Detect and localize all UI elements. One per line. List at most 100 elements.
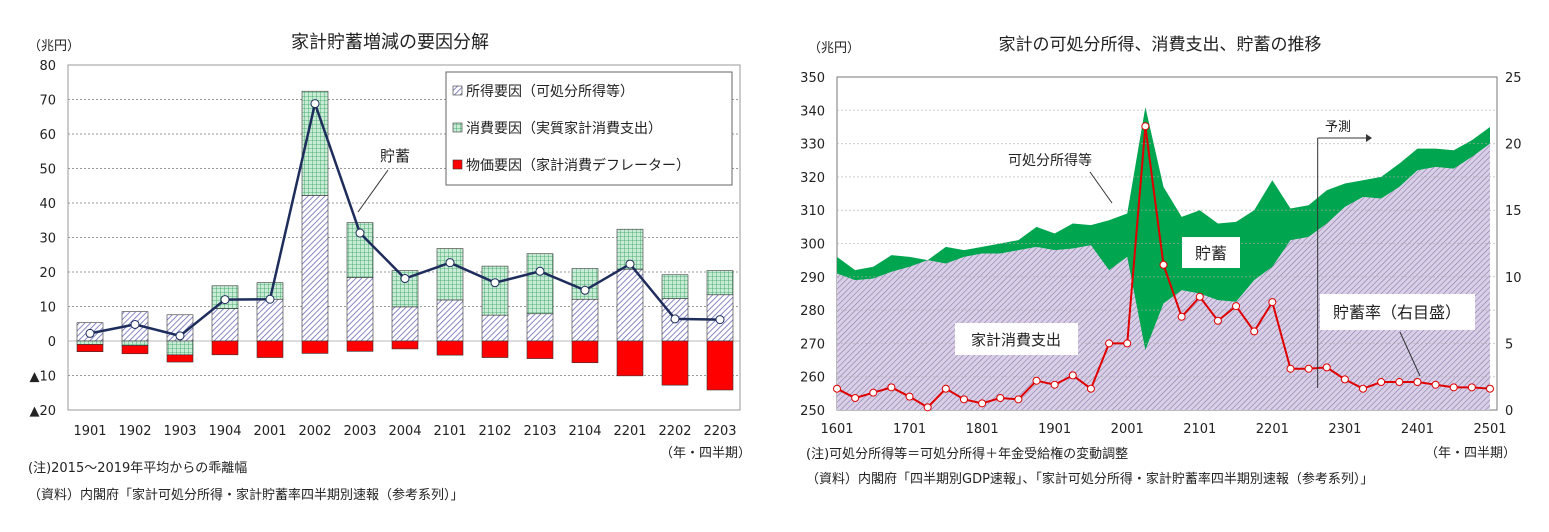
consumption-label-box: [955, 323, 1078, 355]
saving-rate-point: [1068, 371, 1077, 380]
saving-rate-point: [1449, 383, 1458, 392]
left-source: （資料）内閣府「家計可処分所得・家計貯蓄率四半期別速報（参考系列）」: [28, 488, 464, 503]
x-tick-label: 2001: [253, 424, 286, 439]
forecast-arrowhead: [1366, 134, 1372, 142]
saving-rate-point: [887, 383, 896, 392]
saving-rate-point: [1177, 312, 1186, 321]
saving-point: [310, 99, 320, 109]
y-tick-label: 50: [39, 163, 56, 178]
y-tick-label: 0: [48, 335, 56, 350]
right-title: 家計の可処分所得、消費支出、貯蓄の推移: [999, 35, 1322, 55]
saving-rate-point: [1250, 327, 1259, 336]
saving-point: [490, 278, 500, 288]
saving-rate-point: [1050, 380, 1059, 389]
saving-point: [670, 314, 680, 324]
price-bar: [481, 340, 509, 358]
y-tick-label: 60: [39, 128, 56, 143]
income-bar: [526, 313, 554, 342]
saving-rate-point: [1195, 292, 1204, 301]
saving-point: [400, 274, 410, 284]
saving-rate-point: [869, 388, 878, 397]
right-y-label: （兆円）: [808, 41, 860, 56]
saving-rate-point: [1486, 384, 1494, 393]
x-tick-label: 2002: [298, 424, 331, 439]
consumption-bar: [481, 265, 509, 316]
x-tick-label: 2202: [658, 424, 691, 439]
income-bar: [256, 298, 284, 342]
legend-label: 物価要因（家計消費デフレーター）: [466, 157, 690, 174]
saving-rate-point: [1359, 384, 1368, 393]
x-tick-label: 1701: [893, 422, 926, 437]
y-tick-label: 270: [800, 337, 825, 352]
left-note: (注)2015～2019年平均からの乖離幅: [28, 461, 248, 476]
y2-tick-label: 25: [1505, 71, 1522, 86]
income-bar: [346, 277, 374, 342]
saving-point: [355, 228, 365, 238]
x-tick-label: 1901: [73, 424, 106, 439]
saving-rate-point: [1340, 375, 1349, 384]
y-tick-label: 70: [39, 94, 56, 109]
y-tick-label: 80: [39, 59, 56, 74]
annotation-arrow: [357, 169, 389, 213]
saving-rate-point: [1232, 302, 1241, 311]
legend-label: 消費要因（実質家計消費支出）: [466, 120, 662, 137]
x-tick-label: 2203: [703, 424, 736, 439]
y-tick-label: ▲20: [29, 404, 56, 419]
income-leader: [1089, 171, 1113, 204]
saving-point: [535, 266, 545, 276]
y-tick-label: 310: [800, 204, 825, 219]
price-bar: [301, 340, 329, 354]
saving-rate-point: [1413, 378, 1422, 387]
y-tick-label: 250: [800, 404, 825, 419]
price-bar: [346, 340, 374, 352]
saving-label: 貯蓄: [1195, 244, 1227, 263]
x-tick-label: 2301: [1328, 422, 1361, 437]
legend-box: [445, 71, 733, 186]
y-tick-label: ▲10: [29, 370, 56, 385]
saving-rate-point: [1322, 363, 1331, 372]
x-tick-label: 2501: [1473, 422, 1506, 437]
price-bar: [166, 354, 194, 363]
y-tick-label: 340: [800, 104, 825, 119]
price-bar: [436, 340, 464, 356]
x-tick-label: 1902: [118, 424, 151, 439]
saving-label-box: [1182, 237, 1240, 268]
saving-rate-point: [1086, 384, 1095, 393]
y-tick-label: 300: [800, 238, 825, 253]
saving-point: [175, 331, 185, 341]
right-x-label: （年・四半期）: [1425, 446, 1516, 461]
x-tick-label: 2004: [388, 424, 421, 439]
saving-point: [265, 294, 275, 304]
y2-tick-label: 10: [1505, 271, 1522, 286]
price-bar: [391, 340, 419, 350]
consumption-bar: [436, 248, 464, 301]
saving-rate-point: [905, 392, 914, 401]
saving-point: [85, 328, 95, 338]
left-y-label: （兆円）: [28, 39, 80, 54]
x-tick-label: 2001: [1111, 422, 1144, 437]
x-tick-label: 2401: [1401, 422, 1434, 437]
forecast-label: 予測: [1325, 120, 1351, 135]
x-tick-label: 2003: [343, 424, 376, 439]
x-tick-label: 1904: [208, 424, 241, 439]
right-note: (注)可処分所得等＝可処分所得＋年金受給権の変動調整: [806, 447, 1129, 462]
y2-tick-label: 15: [1505, 204, 1522, 219]
income-bar: [211, 308, 239, 342]
saving-rate-point: [959, 395, 968, 404]
saving-rate-label: 貯蓄率（右目盛）: [1333, 303, 1461, 322]
saving-rate-point: [978, 399, 987, 408]
y-tick-label: 280: [800, 304, 825, 319]
saving-rate-point: [1395, 378, 1404, 387]
x-tick-label: 2104: [568, 424, 601, 439]
saving-rate-point: [1032, 376, 1041, 385]
price-bar: [121, 345, 149, 355]
consumption-bar: [661, 274, 689, 299]
saving-rate-point: [996, 394, 1005, 403]
y-tick-label: 350: [800, 71, 825, 86]
saving-point: [625, 259, 635, 269]
saving-rate-point: [833, 384, 841, 393]
y2-tick-label: 20: [1505, 138, 1522, 153]
consumption-label: 家計消費支出: [971, 331, 1061, 349]
legend-swatch: [452, 122, 463, 133]
